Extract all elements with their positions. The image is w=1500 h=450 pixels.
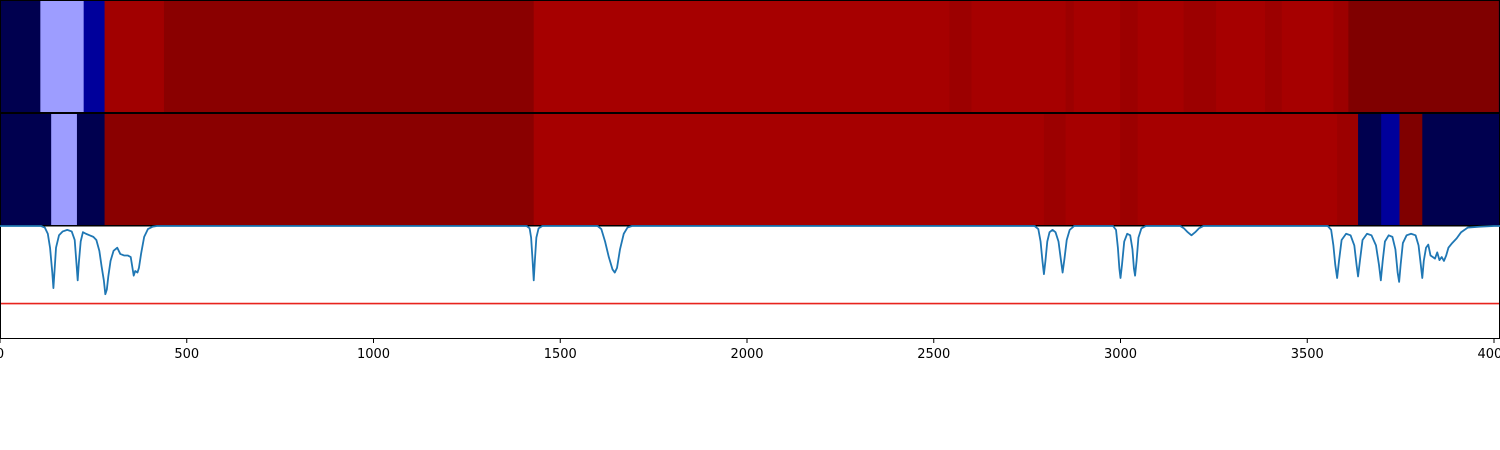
band-1-segment: [1183, 1, 1217, 112]
band-1-segment: [83, 1, 106, 112]
band-1-segment: [1265, 1, 1283, 112]
heatmap-band-2: [0, 113, 1500, 226]
x-tick-label: 3000: [1104, 347, 1137, 362]
x-tick-label: 1000: [357, 347, 390, 362]
band-2-segment: [51, 114, 78, 225]
x-tick-label: 500: [174, 347, 199, 362]
band-1-segment: [1073, 1, 1121, 112]
spectrum-panel: [0, 225, 1500, 339]
band-1-segment: [1137, 1, 1185, 112]
heatmap-band-1: [0, 0, 1500, 113]
x-tick-label: 3500: [1291, 347, 1324, 362]
band-1-segment: [104, 1, 165, 112]
x-tick-label: 0: [0, 347, 4, 362]
spectrum-series-line: [0, 225, 1500, 296]
x-tick-label: 4000: [1477, 347, 1500, 362]
spectrum-plot-area: [0, 225, 1500, 339]
x-axis: 0 500 1000 1500 2000 2500 3000 3500 4000: [0, 338, 1500, 362]
band-1-segment: [1216, 1, 1266, 112]
band-2-segment: [104, 114, 535, 225]
band-1-segment: [1333, 1, 1349, 112]
band-2-segment: [1399, 114, 1423, 225]
band-1-segment: [1120, 1, 1139, 112]
band-2-segment: [1043, 114, 1067, 225]
band-1-segment: [0, 1, 41, 112]
x-tick-label: 2000: [730, 347, 763, 362]
band-2-segment: [1337, 114, 1359, 225]
band-2-segment: [1381, 114, 1401, 225]
band-1-segment: [163, 1, 535, 112]
band-2-segment: [1358, 114, 1382, 225]
band-2-segment: [0, 114, 52, 225]
band-2-segment: [76, 114, 106, 225]
band-1-segment: [1065, 1, 1075, 112]
band-2-segment: [1137, 114, 1338, 225]
band-2-segment: [1065, 114, 1121, 225]
band-2-segment: [533, 114, 1045, 225]
band-2-segment: [1422, 114, 1500, 225]
band-1-segment: [1348, 1, 1500, 112]
x-tick-label: 1500: [544, 347, 577, 362]
band-1-segment: [949, 1, 973, 112]
band-1-segment: [533, 1, 951, 112]
band-1-segment: [40, 1, 85, 112]
band-2-segment: [1120, 114, 1139, 225]
x-tick-label: 2500: [917, 347, 950, 362]
band-1-segment: [1281, 1, 1334, 112]
band-1-segment: [971, 1, 1067, 112]
